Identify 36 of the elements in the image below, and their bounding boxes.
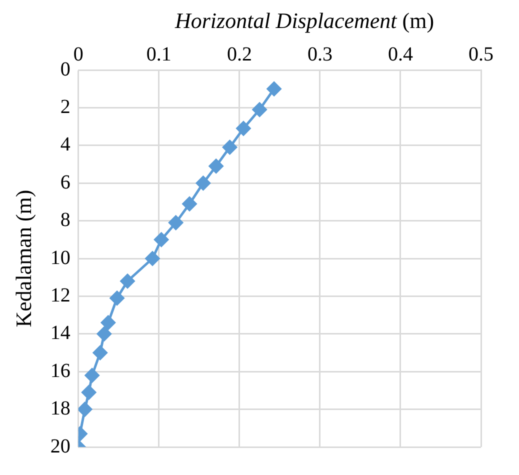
y-tick-label: 0 bbox=[60, 58, 70, 80]
x-tick-label: 0.5 bbox=[468, 43, 494, 66]
x-tick-label: 0.3 bbox=[307, 43, 332, 66]
point bbox=[100, 315, 116, 330]
point bbox=[120, 274, 135, 288]
point bbox=[96, 326, 112, 342]
y-tick-label: 4 bbox=[60, 134, 70, 156]
point bbox=[145, 251, 160, 266]
y-tick-label: 20 bbox=[50, 435, 70, 458]
y-tick-label: 18 bbox=[50, 398, 70, 420]
point bbox=[110, 290, 124, 306]
y-tick-label: 2 bbox=[60, 96, 70, 118]
point bbox=[222, 140, 238, 155]
point bbox=[84, 368, 100, 383]
point bbox=[266, 82, 282, 96]
y-axis-title: Kedalaman (m) bbox=[10, 190, 36, 328]
y-tick-label: 16 bbox=[50, 360, 70, 382]
y-tick-label: 8 bbox=[60, 209, 70, 232]
point bbox=[78, 402, 92, 417]
point bbox=[92, 346, 108, 360]
point bbox=[82, 385, 96, 400]
y-tick-label: 6 bbox=[60, 171, 70, 194]
point bbox=[252, 102, 267, 117]
point bbox=[182, 196, 197, 212]
point bbox=[154, 232, 169, 247]
y-tick-label: 14 bbox=[50, 322, 70, 344]
point bbox=[168, 215, 184, 230]
point bbox=[208, 158, 224, 174]
y-tick-label: 12 bbox=[50, 284, 70, 306]
x-tick-label: 0.1 bbox=[146, 43, 172, 66]
y-tick-label: 10 bbox=[50, 246, 70, 269]
point bbox=[236, 121, 251, 136]
point bbox=[196, 176, 210, 190]
x-tick-label: 0.4 bbox=[388, 43, 413, 66]
x-axis-title: Horizontal Displacement (m) bbox=[174, 8, 434, 33]
x-tick-label: 0.2 bbox=[226, 43, 252, 66]
